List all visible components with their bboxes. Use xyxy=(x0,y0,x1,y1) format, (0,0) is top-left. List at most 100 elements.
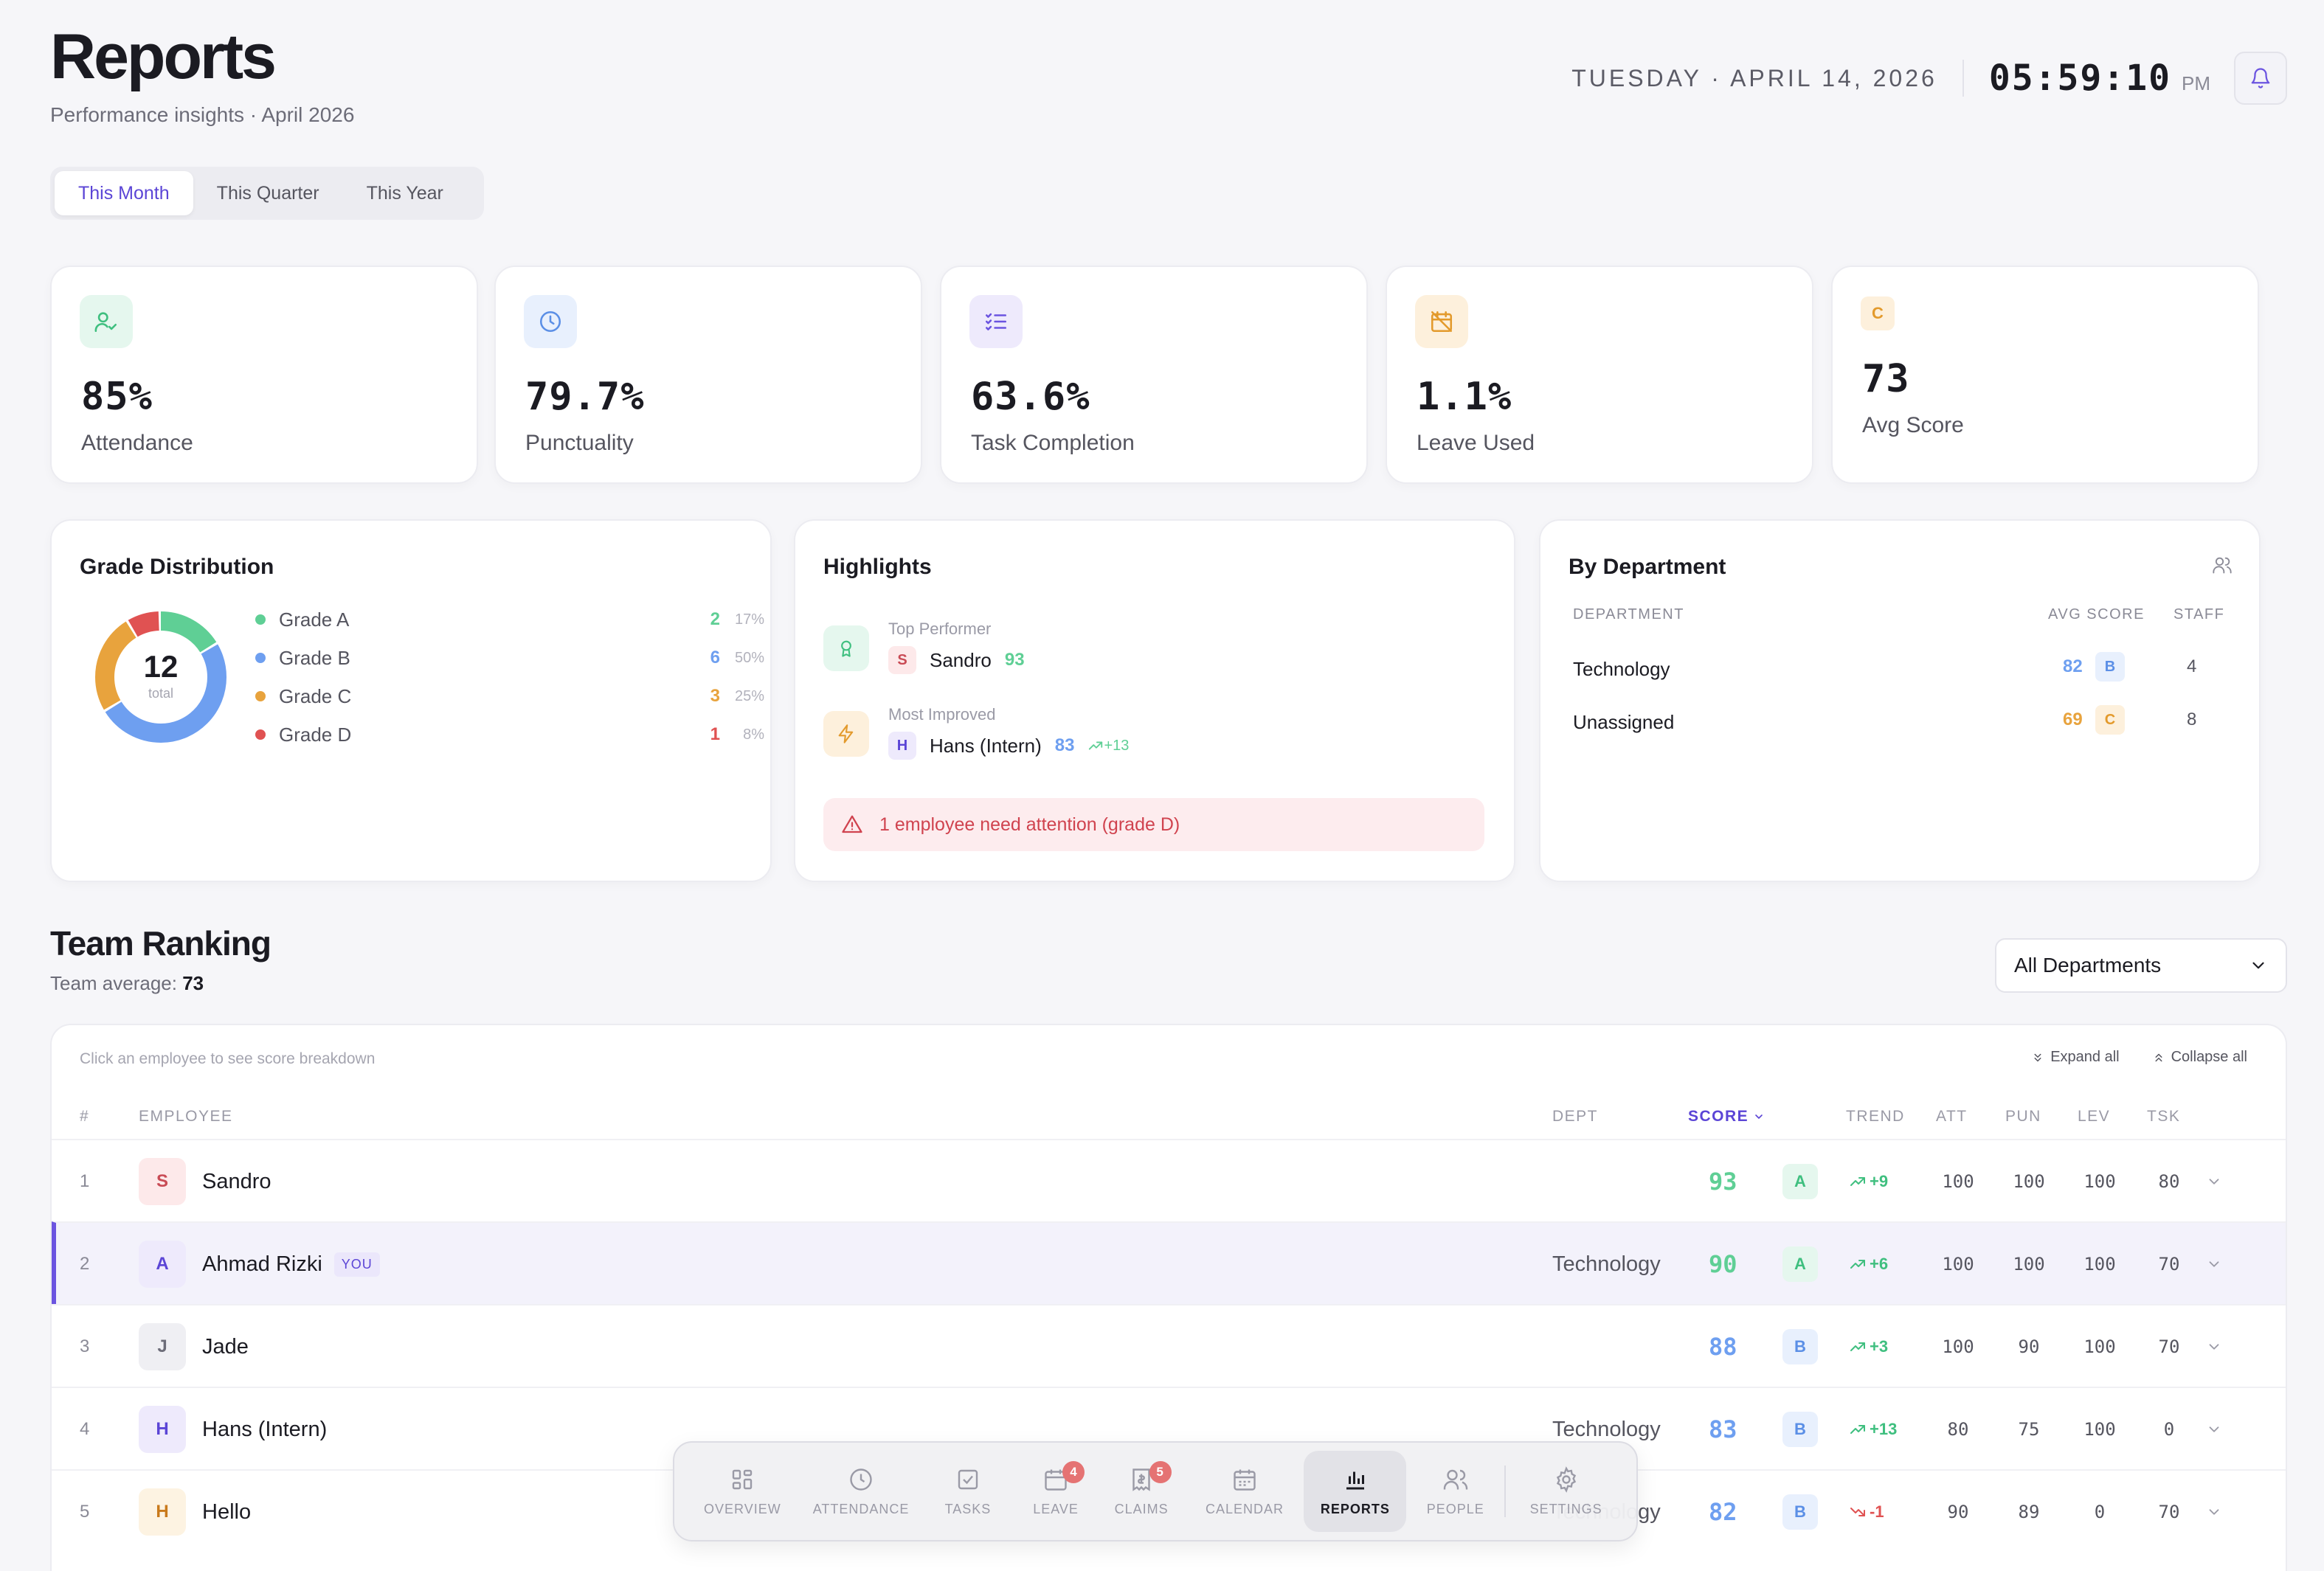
nav-label: LEAVE xyxy=(1033,1501,1079,1516)
avatar: J xyxy=(139,1323,186,1370)
most-improved-name: Hans (Intern) xyxy=(930,734,1042,757)
nav-attendance[interactable]: ATTENDANCE xyxy=(800,1451,922,1532)
nav-overview[interactable]: OVERVIEW xyxy=(685,1451,800,1532)
employee-trend: +6 xyxy=(1870,1255,1889,1273)
nav-reports[interactable]: REPORTS xyxy=(1304,1451,1407,1532)
checkbox-icon xyxy=(958,1469,978,1489)
notifications-button[interactable] xyxy=(2234,52,2287,105)
tab-this-year[interactable]: This Year xyxy=(366,182,443,204)
expand-all-button[interactable]: Expand all xyxy=(2031,1049,2120,1066)
trend-up-icon xyxy=(1850,1342,1865,1351)
dept-unassigned: Unassigned xyxy=(1573,711,1675,733)
user-check-icon xyxy=(80,295,133,348)
col-att[interactable]: ATT xyxy=(1936,1108,1968,1125)
employee-dept: Technology xyxy=(1552,1417,1661,1441)
top-performer[interactable]: S Sandro 93 xyxy=(888,646,1025,674)
dept-technology: Technology xyxy=(1573,658,1670,680)
bottom-nav: OVERVIEW ATTENDANCE TASKS LEAVE 4 CLAIMS… xyxy=(673,1441,1638,1541)
col-employee[interactable]: EMPLOYEE xyxy=(139,1108,233,1125)
by-department-card: By Department DEPARTMENT AVG SCORE STAFF… xyxy=(1539,519,2261,882)
clock-icon xyxy=(850,1468,872,1491)
grade-badge: B xyxy=(1782,1329,1818,1364)
employee-pun: 100 xyxy=(2013,1171,2045,1192)
dept-score: 69 xyxy=(2063,710,2083,729)
employee-score: 90 xyxy=(1709,1250,1737,1278)
donut-slice-grade-c xyxy=(95,611,226,743)
employee-name: Sandro xyxy=(202,1169,272,1193)
employee-lev: 100 xyxy=(2083,1171,2116,1192)
dept-staff: 8 xyxy=(2187,710,2197,729)
donut-total: 12 xyxy=(143,649,179,684)
avatar: H xyxy=(888,732,916,760)
table-row[interactable]: 1 S Sandro 93 A +9 100 100 100 80 xyxy=(52,1139,2286,1223)
col-trend[interactable]: TREND xyxy=(1846,1108,1905,1125)
employee-name: Ahmad Rizki xyxy=(202,1252,322,1276)
attention-alert[interactable]: 1 employee need attention (grade D) xyxy=(823,798,1484,851)
dept-grade: C xyxy=(2095,705,2125,735)
nav-tasks[interactable]: TASKS xyxy=(921,1451,1014,1532)
col-dept[interactable]: DEPT xyxy=(1552,1108,1599,1125)
trend-up-icon xyxy=(1850,1260,1865,1269)
nav-calendar[interactable]: CALENDAR xyxy=(1186,1451,1304,1532)
team-average: Team average: 73 xyxy=(50,972,204,995)
chevron-down-icon xyxy=(2209,1509,2219,1515)
people-icon xyxy=(2213,557,2232,574)
nav-label: REPORTS xyxy=(1320,1501,1390,1516)
expand-row-button[interactable] xyxy=(2206,1471,2222,1553)
employee-tsk: 70 xyxy=(2158,1336,2180,1357)
stat-value: 73 xyxy=(1862,357,1910,401)
employee-tsk: 0 xyxy=(2163,1419,2175,1440)
legend-label: Grade A xyxy=(279,608,350,631)
legend-count: 1 xyxy=(710,724,720,744)
tab-this-quarter[interactable]: This Quarter xyxy=(216,182,319,204)
nav-settings[interactable]: SETTINGS xyxy=(1506,1451,1626,1532)
nav-leave[interactable]: LEAVE 4 xyxy=(1014,1451,1097,1532)
table-row[interactable]: 2 A Ahmad Rizki YOU Technology 90 A +6 100 100 100… xyxy=(52,1221,2286,1305)
stat-card-task-completion: 63.6% Task Completion xyxy=(940,266,1368,484)
employee-dept: Technology xyxy=(1552,1252,1661,1276)
col-score-sort[interactable]: SCORE xyxy=(1688,1108,1765,1126)
collapse-all-button[interactable]: Collapse all xyxy=(2152,1049,2247,1066)
grade-badge: B xyxy=(1782,1494,1818,1530)
legend-pct: 50% xyxy=(734,649,764,666)
employee-tsk: 70 xyxy=(2158,1502,2180,1522)
trend-up-icon xyxy=(1850,1425,1865,1434)
col-pun[interactable]: PUN xyxy=(2005,1108,2041,1125)
tab-this-month[interactable]: This Month xyxy=(55,171,193,215)
legend-grade-d: Grade D 1 8% xyxy=(255,720,794,749)
rank: 2 xyxy=(80,1254,90,1274)
grade-badge: B xyxy=(2095,652,2125,682)
employee-tsk: 70 xyxy=(2158,1254,2180,1275)
highlights-card: Highlights Top Performer S Sandro 93 Mos… xyxy=(794,519,1515,882)
expand-row-button[interactable] xyxy=(2206,1305,2222,1388)
page-subtitle: Performance insights · April 2026 xyxy=(50,103,355,126)
nav-label: CALENDAR xyxy=(1206,1501,1284,1516)
people-icon xyxy=(1443,1469,1467,1489)
period-tabs: This Month This Quarter This Year xyxy=(50,167,484,220)
expand-row-button[interactable] xyxy=(2206,1388,2222,1471)
table-row[interactable]: 3 J Jade 88 B +3 100 90 100 70 xyxy=(52,1304,2286,1388)
legend-count: 6 xyxy=(710,648,720,667)
chevron-down-icon xyxy=(2252,962,2264,969)
employee-trend: +13 xyxy=(1870,1420,1898,1438)
table-row[interactable]: 4 H Hans (Intern) Technology 83 B +13 80 75 100 0 xyxy=(52,1387,2286,1471)
most-improved-delta: +13 xyxy=(1104,737,1130,754)
trend-up-icon xyxy=(1089,741,1103,750)
col-lev[interactable]: LEV xyxy=(2078,1108,2111,1125)
donut-slice-grade-a xyxy=(95,611,226,743)
card-title: Highlights xyxy=(823,555,932,579)
grid-icon xyxy=(733,1469,753,1489)
team-average-value: 73 xyxy=(182,972,204,994)
expand-row-button[interactable] xyxy=(2206,1223,2222,1305)
grade-badge: A xyxy=(1782,1164,1818,1199)
department-filter-select[interactable]: All Departments xyxy=(1995,938,2287,993)
most-improved[interactable]: H Hans (Intern) 83 +13 xyxy=(888,732,1129,760)
expand-row-button[interactable] xyxy=(2206,1140,2222,1223)
grade-badge: C xyxy=(1861,296,1895,330)
legend-pct: 25% xyxy=(734,687,764,704)
nav-claims[interactable]: CLAIMS 5 xyxy=(1098,1451,1186,1532)
employee-score: 82 xyxy=(1709,1498,1737,1526)
nav-people[interactable]: PEOPLE xyxy=(1406,1451,1504,1532)
col-tsk[interactable]: TSK xyxy=(2147,1108,2181,1125)
avatar: A xyxy=(139,1241,186,1288)
